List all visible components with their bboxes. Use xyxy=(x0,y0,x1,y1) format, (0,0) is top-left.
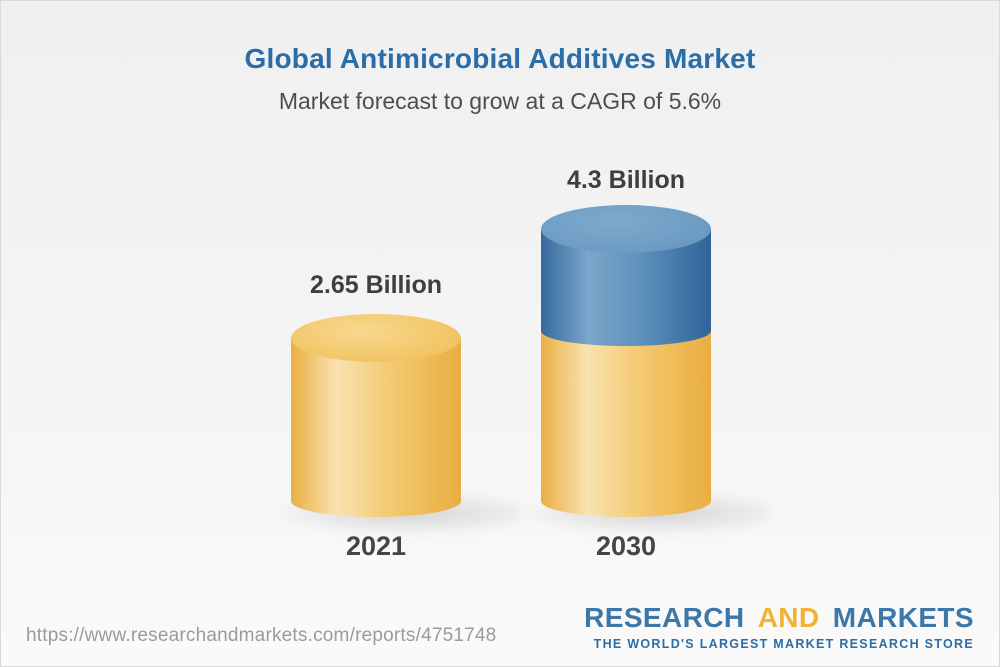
research-and-markets-logo: RESEARCH AND MARKETS THE WORLD'S LARGEST… xyxy=(584,602,974,651)
logo-word-and: AND xyxy=(757,602,820,633)
bar-2030-cylinder-cap xyxy=(541,205,711,253)
bar-2021-value-label: 2.65 Billion xyxy=(310,271,442,299)
chart-title: Global Antimicrobial Additives Market xyxy=(244,43,756,74)
bar-2030-value-label: 4.3 Billion xyxy=(566,166,686,194)
bar-2030: 4.3 Billion 2030 xyxy=(521,1,771,601)
bar-2021: 2.65 Billion 2021 xyxy=(271,1,521,601)
logo-word-research: RESEARCH xyxy=(584,602,745,633)
bar-2021-cylinder-body xyxy=(291,338,461,517)
bar-2030-category-label: 2030 xyxy=(595,531,657,561)
logo-tagline: THE WORLD'S LARGEST MARKET RESEARCH STOR… xyxy=(593,637,974,651)
chart-subtitle: Market forecast to grow at a CAGR of 5.6… xyxy=(278,88,722,114)
bar-2021-category-label: 2021 xyxy=(345,531,407,561)
report-url: https://www.researchandmarkets.com/repor… xyxy=(26,625,497,646)
bar-2030-cylinder-base-segment xyxy=(541,331,711,517)
logo-word-markets: MARKETS xyxy=(832,602,974,633)
logo-wordmark: RESEARCH AND MARKETS xyxy=(584,602,974,634)
bar-2021-cylinder-cap xyxy=(291,314,461,362)
